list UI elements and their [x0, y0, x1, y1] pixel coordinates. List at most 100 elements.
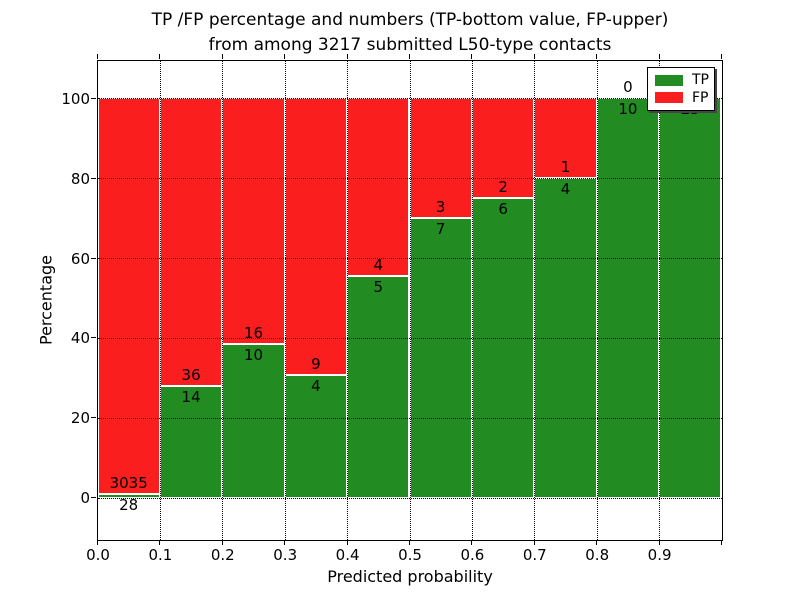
legend-label-fp: FP [692, 89, 709, 106]
y-axis-title: Percentage [36, 254, 56, 346]
bar-count-label-tp: 6 [498, 200, 508, 219]
bar-count-label-fp: 3 [435, 198, 446, 217]
x-axis-tick [658, 539, 660, 545]
y-tick-label: 20 [70, 409, 90, 428]
x-axis-tick-top [471, 54, 473, 59]
gridline-vertical [534, 60, 536, 540]
gridline-vertical [347, 60, 349, 540]
bar-count-label-tp: 4 [560, 180, 571, 199]
bar-segment-tp [409, 218, 472, 498]
x-tick-label: 0.0 [86, 546, 110, 564]
x-axis-tick-top [221, 54, 223, 59]
bar-segment-fp [159, 98, 223, 386]
x-axis-tick-top [721, 54, 722, 59]
bar-count-label-fp: 3035 [109, 473, 148, 492]
bar-segment-tp [222, 344, 285, 498]
x-tick-label: 0.8 [585, 546, 610, 564]
gridline-horizontal [97, 178, 722, 180]
gridline-horizontal [97, 497, 722, 499]
x-tick-label: 0.1 [148, 546, 173, 564]
bar-count-label-tp: 10 [618, 100, 638, 119]
bar-count-label-tp: 14 [181, 387, 201, 406]
x-tick-label: 0.2 [210, 546, 235, 564]
y-axis-tick [91, 257, 96, 259]
chart-title-line1: TP /FP percentage and numbers (TP-bottom… [151, 10, 669, 30]
bar-segment-fp [347, 98, 410, 276]
x-tick-label: 0.9 [647, 546, 672, 564]
bar-count-label-fp: 16 [243, 324, 264, 343]
x-axis-tick-top [346, 54, 348, 59]
x-axis-tick [346, 539, 348, 545]
legend-label-tp: TP [692, 72, 709, 89]
bar-count-label-fp: 0 [623, 78, 633, 97]
x-axis-tick [721, 539, 722, 545]
x-axis-tick-top [596, 54, 598, 59]
bar-count-label-tp: 7 [435, 220, 446, 239]
gridline-vertical [409, 60, 411, 540]
x-axis-tick-top [658, 54, 660, 59]
x-axis-tick [97, 539, 98, 545]
bar-segment-fp [534, 98, 597, 179]
bar-count-label-tp: 4 [311, 376, 321, 395]
legend-row: FP [655, 91, 714, 105]
y-axis-tick [91, 97, 96, 99]
bar-segment-tp [347, 275, 410, 498]
bar-count-label-tp: 5 [373, 277, 384, 296]
x-axis-title: Predicted probability [327, 567, 493, 586]
x-tick-label: 0.3 [273, 546, 298, 564]
bar-segment-tp [596, 98, 660, 498]
bar-segment-fp [284, 98, 348, 375]
bar-count-label-tp: 10 [243, 346, 264, 365]
y-axis-tick [91, 417, 96, 419]
y-axis-tick [91, 177, 96, 179]
bar-segment-tp [159, 385, 223, 498]
y-axis-tick [91, 497, 96, 499]
gridline-horizontal [97, 98, 722, 100]
x-tick-label: 0.6 [460, 546, 485, 564]
legend-row: TP [655, 73, 714, 87]
chart-title-line2: from among 3217 submitted L50-type conta… [208, 34, 612, 55]
gridline-horizontal [97, 337, 722, 339]
gridline-vertical [159, 60, 161, 540]
gridline-vertical [284, 60, 286, 540]
bar-count-label-tp: 28 [119, 495, 139, 514]
bar-count-label-fp: 4 [373, 255, 384, 274]
x-axis-tick-top [533, 54, 535, 59]
x-tick-label: 0.5 [398, 546, 422, 564]
y-tick-label: 0 [80, 489, 90, 508]
y-tick-label: 80 [70, 169, 90, 188]
bar-count-label-fp: 36 [181, 365, 201, 384]
x-axis-tick [159, 539, 161, 545]
bar-count-label-fp: 9 [311, 354, 321, 373]
x-axis-tick-top [159, 54, 161, 59]
bar-segment-fp [222, 98, 285, 345]
x-axis-tick-top [97, 54, 98, 59]
legend-swatch-tp [655, 74, 683, 86]
gridline-vertical [222, 60, 224, 540]
y-tick-label: 40 [70, 329, 90, 348]
bar-segment-fp [97, 98, 160, 494]
legend: TP FP [647, 67, 715, 111]
x-axis-tick [471, 539, 473, 545]
x-axis-tick [409, 539, 410, 545]
x-axis-tick [596, 539, 598, 545]
x-axis-tick [221, 539, 223, 545]
gridline-vertical [659, 60, 661, 540]
bar-segment-tp [471, 198, 535, 498]
legend-swatch-fp [655, 92, 683, 104]
x-axis-tick-top [284, 54, 286, 59]
y-axis-tick [91, 337, 96, 339]
bar-count-label-fp: 1 [560, 158, 571, 177]
plot-area: 303528361416109445372614010023 [91, 54, 723, 545]
bar-segment-tp [97, 493, 160, 498]
bar-segment-tp [659, 98, 722, 498]
x-tick-label: 0.7 [522, 546, 547, 564]
bar-count-label-fp: 2 [498, 178, 508, 197]
x-tick-label: 0.4 [335, 546, 360, 564]
x-axis-tick-top [409, 54, 410, 59]
x-axis-tick [533, 539, 535, 545]
chart-title: TP /FP percentage and numbers (TP-bottom… [152, 8, 669, 57]
gridline-vertical [471, 60, 473, 540]
x-axis-tick [284, 539, 286, 545]
y-tick-label: 60 [70, 249, 90, 268]
